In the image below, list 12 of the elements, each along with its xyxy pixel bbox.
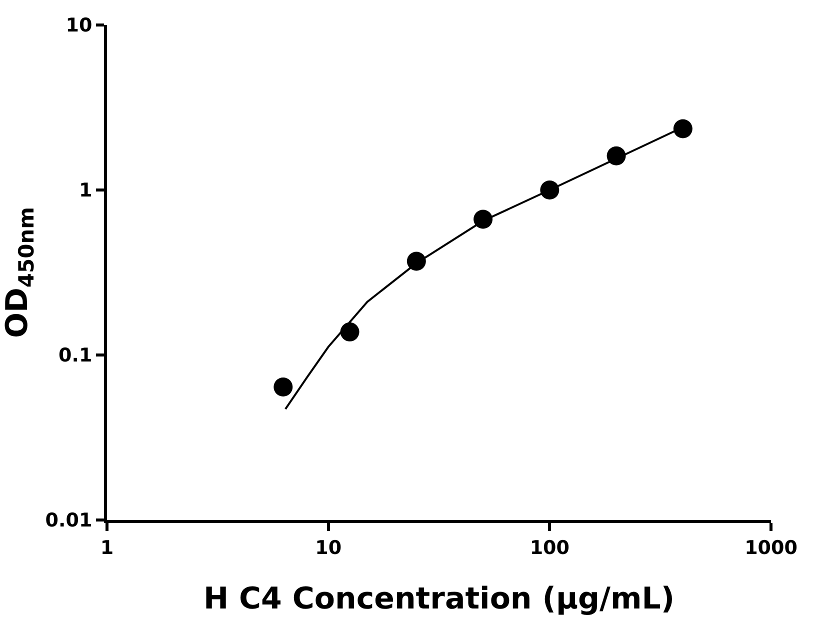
x-axis-title: H C4 Concentration (µg/mL) — [203, 581, 675, 616]
x-tick-label: 100 — [530, 536, 570, 559]
x-tick-label: 1000 — [744, 536, 798, 559]
x-tick-label: 10 — [315, 536, 342, 559]
x-tick-label: 1 — [100, 536, 114, 559]
point — [673, 119, 692, 138]
y-tick-label: 10 — [66, 14, 92, 37]
y-tick-label: 1 — [78, 180, 92, 202]
point — [274, 377, 293, 396]
y-tick-label: 0.01 — [45, 510, 92, 532]
point — [340, 322, 360, 342]
y-tick-label: 0.1 — [58, 344, 92, 367]
